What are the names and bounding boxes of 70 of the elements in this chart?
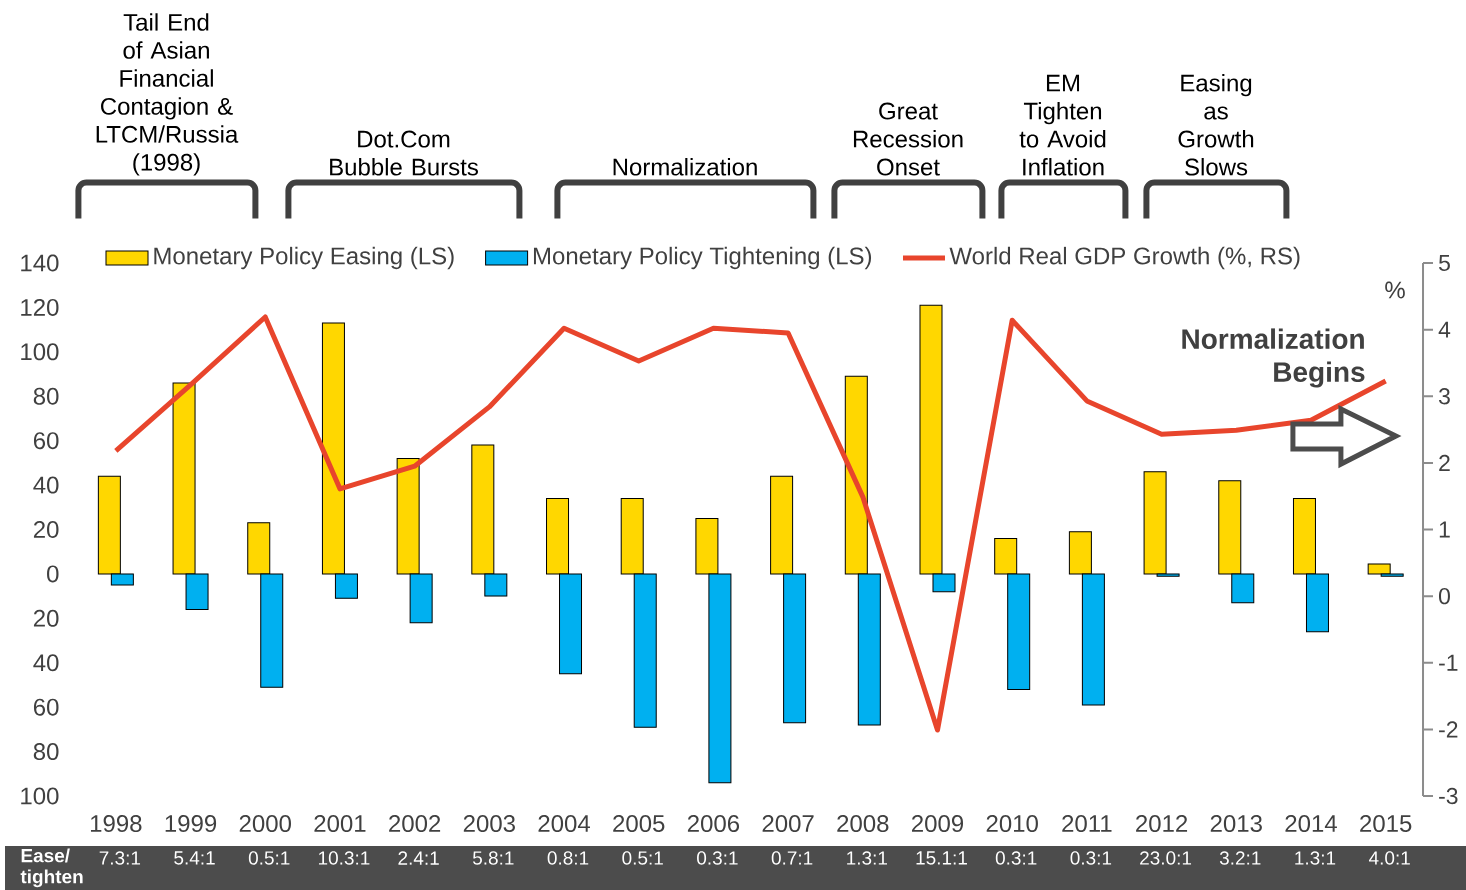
text: Easing as Growth Slows (1178, 73, 1254, 176)
legend-label: Monetary Policy Easing (LS) (154, 246, 454, 270)
text: 5.8:1 (472, 851, 514, 865)
x-tick-label: 2006 (687, 815, 740, 833)
text: 2.4:1 (398, 851, 439, 865)
y-tick-label: 80 (33, 743, 59, 761)
x-tick-label: 2014 (1285, 815, 1337, 833)
x-tick-label: 2003 (463, 815, 515, 833)
y2-tick-label: -2 (1439, 721, 1458, 738)
y2-tick-label: 5 (1438, 255, 1450, 272)
y2-tick-label: 2 (1439, 454, 1450, 471)
y2-tick-label: 1 (1439, 521, 1450, 538)
text: Normalization (613, 157, 757, 176)
y2-tick-label: -3 (1439, 787, 1458, 805)
y-tick-label: 120 (21, 298, 59, 316)
text: Great Recession Onset (853, 102, 963, 176)
y-tick-label: 140 (21, 254, 59, 272)
y-tick-label: 20 (33, 521, 59, 538)
text: 15.1:1 (916, 851, 967, 865)
y-tick-label: 60 (33, 698, 59, 716)
y-tick-label: 80 (33, 387, 59, 405)
x-tick-label: 2007 (762, 815, 814, 833)
x-tick-label: 2011 (1062, 815, 1112, 833)
annotation: Normalization Begins (1182, 328, 1365, 388)
text: Dot.Com Bubble Bursts (330, 130, 478, 176)
legend-label: World Real GDP Growth (%, RS) (949, 246, 1300, 270)
text: 0.8:1 (547, 851, 589, 865)
y2-tick-label: 3 (1438, 388, 1450, 405)
x-tick-label: 2010 (986, 815, 1038, 833)
text: 0.5:1 (248, 851, 290, 865)
x-tick-label: 2009 (911, 815, 964, 833)
text: 1.3:1 (847, 851, 887, 865)
text: Ease/ tighten (20, 848, 83, 888)
y-tick-label: 100 (21, 787, 59, 805)
y2-tick-label: 4 (1438, 321, 1451, 338)
legend-label: Monetary Policy Tightening (LS) (533, 246, 872, 270)
text: 10.3:1 (318, 851, 370, 865)
text: 0.3:1 (1070, 851, 1112, 865)
text: 0.5:1 (622, 851, 663, 865)
text: 7.3:1 (99, 851, 141, 865)
x-tick-label: 2002 (389, 815, 441, 833)
x-tick-label: 2001 (314, 815, 366, 833)
text: 0.3:1 (697, 851, 738, 865)
y-tick-label: 40 (33, 654, 59, 672)
text: 5.4:1 (174, 851, 215, 865)
y-tick-label: 20 (33, 609, 59, 627)
x-tick-label: 2008 (837, 815, 889, 833)
y2-axis-title: % (1385, 281, 1405, 299)
text: Tail End of Asian Financial Contagion & LTCM/Russia (1998) (96, 13, 239, 176)
text: 23.0:1 (1140, 851, 1192, 865)
y2-tick-label: 0 (1438, 587, 1450, 605)
y-tick-label: 0 (47, 565, 59, 583)
x-tick-label: 2013 (1210, 815, 1262, 833)
y-tick-label: 40 (33, 476, 59, 494)
text: 0.3:1 (995, 851, 1037, 865)
x-tick-label: 2015 (1360, 815, 1412, 833)
y2-tick-label: -1 (1439, 654, 1458, 671)
text: 1.3:1 (1295, 851, 1336, 865)
x-tick-label: 2000 (239, 815, 291, 833)
y-tick-label: 100 (21, 343, 59, 361)
text: 0.7:1 (771, 851, 813, 865)
x-tick-label: 2012 (1136, 815, 1188, 833)
x-tick-label: 2005 (613, 815, 665, 833)
text: 4.0:1 (1368, 851, 1410, 865)
x-tick-label: 1998 (90, 815, 142, 833)
x-tick-label: 2004 (538, 815, 590, 833)
text: EM Tighten to Avoid Inflation (1019, 74, 1106, 176)
x-tick-label: 1999 (165, 815, 217, 833)
y-tick-label: 60 (33, 432, 59, 450)
text: 3.2:1 (1219, 851, 1261, 865)
